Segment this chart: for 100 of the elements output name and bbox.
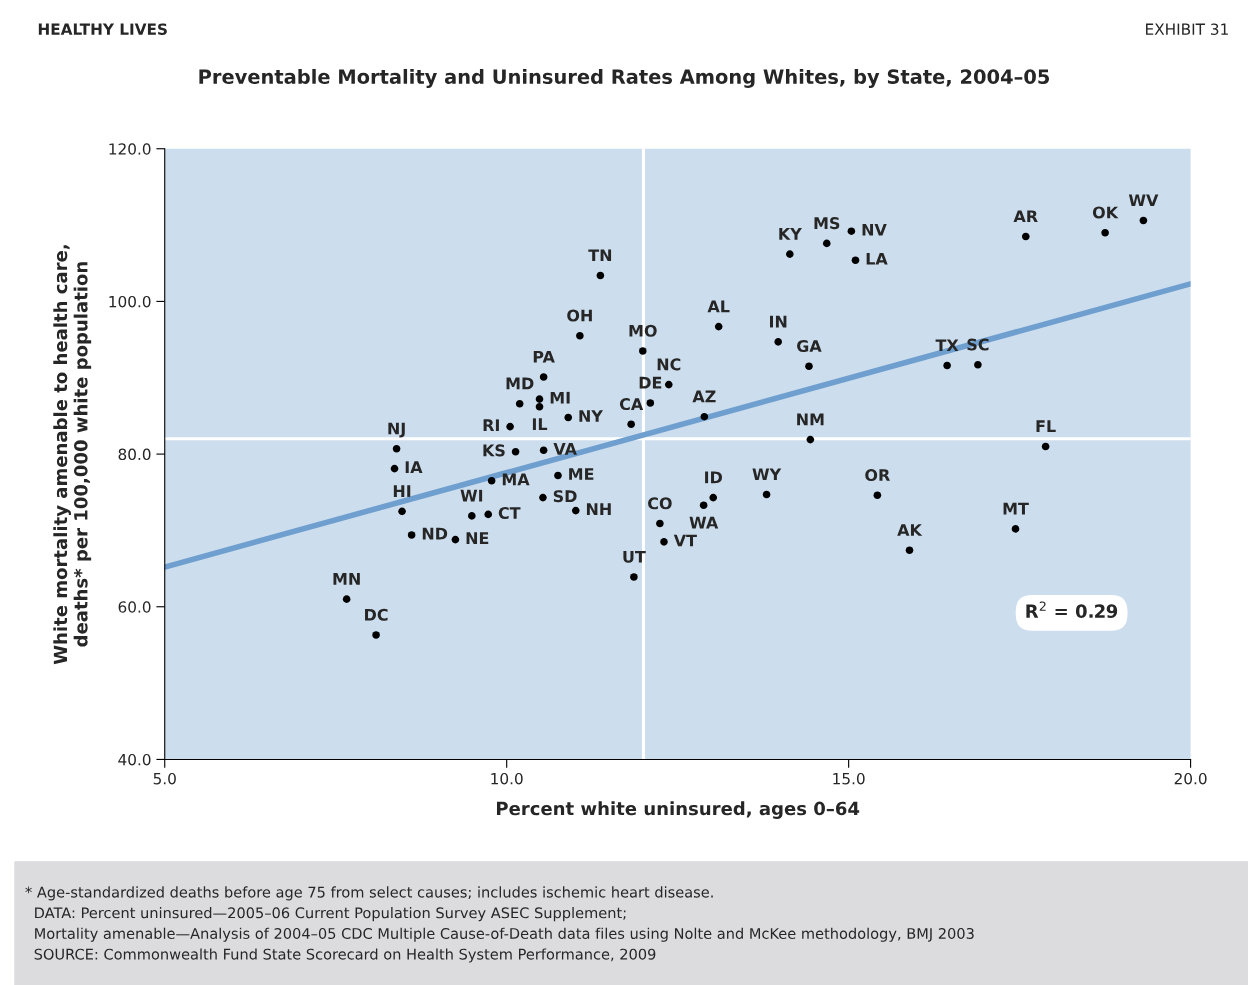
annotation: AR <box>1013 210 1038 223</box>
annotation: NM <box>797 413 824 426</box>
annotation: CO <box>648 497 672 510</box>
annotation: TN <box>588 249 612 262</box>
point <box>699 501 708 510</box>
point <box>638 347 647 355</box>
annotation: SC <box>967 338 989 351</box>
annotation: TX <box>935 339 959 352</box>
annotation: WA <box>689 516 719 529</box>
point <box>851 256 860 264</box>
y-tick-label: 60.0 <box>118 601 151 613</box>
y-tick-label: 120.0 <box>109 143 151 155</box>
point <box>822 239 831 248</box>
point <box>564 413 573 422</box>
annotation: ND <box>422 527 448 540</box>
point <box>596 271 605 280</box>
y-tick-label: 100.0 <box>109 295 151 308</box>
annotation: VA <box>553 443 577 455</box>
point <box>709 493 718 502</box>
x-tick-label: 20.0 <box>1174 772 1207 785</box>
annotation: ME <box>569 468 594 480</box>
annotation: UT <box>623 550 646 563</box>
point <box>786 250 794 258</box>
point <box>664 380 673 389</box>
annotation: CT <box>498 506 521 520</box>
text: HEALTHY LIVES <box>38 23 167 35</box>
x-axis-title: Percent white uninsured, ages 0–64 <box>496 801 860 819</box>
text: * Age-standardized deaths before age 75 from select causes; includes ischemic heart disease. <box>25 886 713 901</box>
annotation: IA <box>405 461 423 473</box>
point <box>571 506 580 515</box>
point <box>943 361 951 370</box>
point <box>535 402 544 411</box>
y-axis-title: White mortality amenable to health care, deaths* per 100,000 white population <box>53 245 92 665</box>
annotation: MT <box>1003 502 1029 515</box>
annotation: MA <box>502 473 530 486</box>
point <box>905 546 914 555</box>
point <box>554 471 562 480</box>
x-tick-label: 10.0 <box>491 772 523 785</box>
annotation: OK <box>1092 206 1119 219</box>
annotation: R$^{2}$ = 0.29 <box>1026 601 1118 618</box>
point <box>535 395 544 403</box>
point <box>468 512 476 520</box>
annotation: AL <box>707 300 730 313</box>
point <box>627 420 635 429</box>
point <box>539 373 548 381</box>
annotation: VT <box>673 534 697 547</box>
annotation: NY <box>579 410 604 422</box>
point <box>974 360 982 369</box>
annotation: IL <box>532 418 548 430</box>
point <box>700 412 709 421</box>
annotation: NC <box>657 358 681 371</box>
annotation: AK <box>897 524 923 536</box>
annotation: RI <box>483 419 499 432</box>
annotation: DC <box>365 608 388 621</box>
point <box>511 447 520 456</box>
point <box>762 490 771 499</box>
point <box>451 535 460 544</box>
text: EXHIBIT 31 <box>1146 23 1228 35</box>
annotation: ID <box>705 471 722 484</box>
annotation: NE <box>466 532 489 544</box>
point <box>407 531 416 539</box>
point <box>630 573 638 581</box>
point <box>656 519 664 528</box>
point <box>805 362 813 371</box>
x-tick-label: 5.0 <box>153 772 176 785</box>
annotation: MI <box>550 391 570 404</box>
chart-title: Preventable Mortality and Uninsured Rates Among Whites, by State, 2004–05 <box>199 68 1050 88</box>
point <box>873 491 882 500</box>
point <box>1011 525 1020 533</box>
point <box>506 422 514 431</box>
point <box>342 595 351 603</box>
annotation: KS <box>483 444 505 457</box>
annotation: AZ <box>692 390 716 403</box>
annotation: MS <box>814 217 840 230</box>
point <box>774 338 782 346</box>
point <box>390 464 399 473</box>
annotation: LA <box>866 252 888 265</box>
annotation: KY <box>779 228 802 240</box>
annotation: GA <box>797 340 822 353</box>
point <box>1139 216 1148 225</box>
annotation: NH <box>586 503 611 515</box>
point <box>1041 442 1050 451</box>
annotation: NJ <box>388 422 405 438</box>
point <box>660 538 668 546</box>
point <box>487 477 496 485</box>
point <box>714 322 723 331</box>
point <box>392 444 401 453</box>
y-tick-label: 40.0 <box>118 753 151 766</box>
text: Mortality amenable—Analysis of 2004–05 CDC Multiple Cause-of-Death data files using Nolte and McKee methodology, BMJ 2003 <box>35 927 974 942</box>
source-note: SOURCE: Commonwealth Fund State Scorecard on Health System Performance, 2009 <box>34 948 656 963</box>
point <box>847 227 856 235</box>
point <box>1101 228 1109 237</box>
annotation: CA <box>619 398 644 411</box>
point <box>646 399 655 407</box>
annotation: IN <box>770 315 787 328</box>
point <box>484 510 493 519</box>
annotation: NV <box>862 223 887 236</box>
point <box>806 435 815 444</box>
point <box>539 446 548 455</box>
annotation: PA <box>533 350 555 363</box>
